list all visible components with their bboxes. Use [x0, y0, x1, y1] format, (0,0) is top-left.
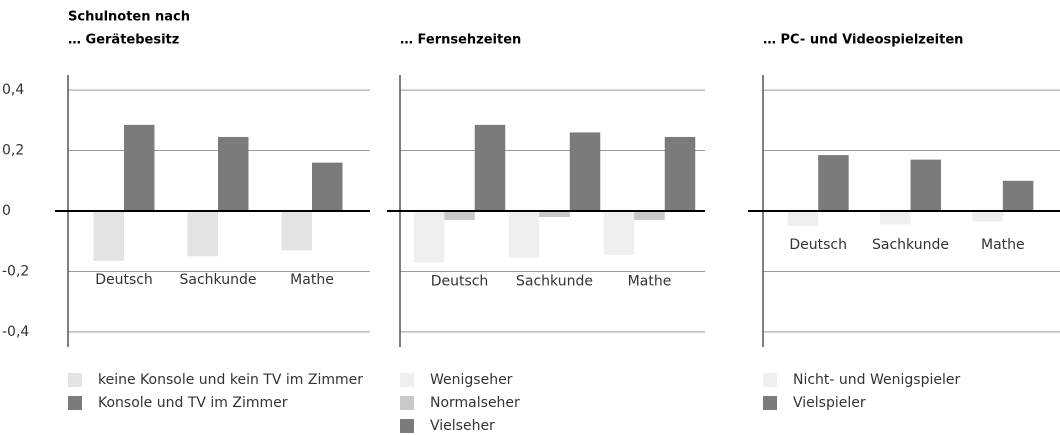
y-tick-label: -0,4 [2, 324, 29, 340]
chart-title: … PC- und Videospielzeiten [763, 33, 963, 48]
bar [972, 211, 1003, 222]
bar [281, 211, 312, 251]
legend-swatch [400, 419, 414, 433]
y-tick-label: -0,2 [2, 263, 29, 279]
bar [539, 211, 570, 218]
x-tick-label: Deutsch [95, 272, 153, 288]
x-tick-label: Sachkunde [872, 237, 949, 253]
bar [187, 211, 218, 257]
legend-swatch [68, 373, 82, 387]
bar [474, 124, 506, 211]
legend-label: Konsole und TV im Zimmer [98, 395, 288, 411]
bar [93, 211, 124, 261]
x-tick-label: Deutsch [789, 237, 847, 253]
x-tick-label: Mathe [981, 237, 1025, 253]
bar [603, 211, 635, 255]
bar [880, 211, 911, 225]
legend-label: Vielseher [430, 418, 495, 434]
legend-label: Vielspieler [793, 395, 866, 411]
bar [312, 162, 343, 211]
x-tick-label: Sachkunde [180, 272, 257, 288]
legend-label: Wenigseher [430, 372, 513, 388]
bar [444, 211, 475, 221]
x-tick-label: Mathe [290, 272, 334, 288]
bar [218, 136, 249, 211]
bar [818, 155, 849, 211]
legend-label: Nicht- und Wenigspieler [793, 372, 960, 388]
x-tick-label: Mathe [628, 273, 672, 289]
legend-label: keine Konsole und kein TV im Zimmer [98, 372, 363, 388]
y-tick-label: 0,4 [2, 82, 24, 98]
legend-swatch [400, 396, 414, 410]
bar [569, 132, 601, 211]
bar [508, 211, 540, 258]
x-tick-label: Sachkunde [516, 273, 593, 289]
y-tick-label: 0,2 [2, 143, 24, 159]
bar [413, 211, 445, 263]
legend-swatch [763, 373, 777, 387]
legend-swatch [763, 396, 777, 410]
bar [124, 124, 155, 211]
legend-swatch [400, 373, 414, 387]
bar [787, 211, 819, 227]
legend-swatch [68, 396, 82, 410]
y-tick-label: 0 [2, 203, 11, 219]
chart-title: … Fernsehzeiten [400, 33, 521, 48]
bar [634, 211, 665, 221]
bar [664, 136, 696, 211]
bar [1002, 180, 1034, 211]
chart-title: … Gerätebesitz [68, 33, 179, 48]
bar [910, 159, 941, 211]
legend-label: Normalseher [430, 395, 520, 411]
chart-supertitle: Schulnoten nach [68, 10, 190, 25]
x-tick-label: Deutsch [431, 273, 489, 289]
